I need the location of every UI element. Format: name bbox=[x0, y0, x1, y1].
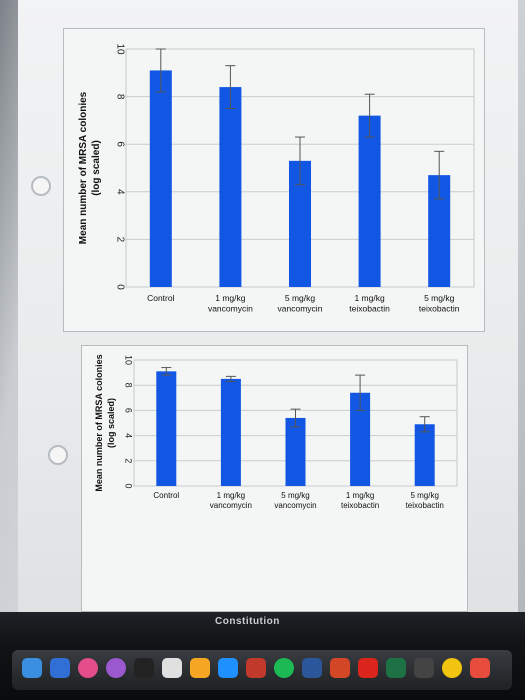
x-category-label: Control bbox=[153, 491, 179, 500]
bar bbox=[289, 160, 311, 287]
photos-icon[interactable] bbox=[442, 658, 462, 678]
y-axis-label: Mean number of MRSA colonies bbox=[78, 91, 89, 244]
x-category-label: 5 mg/kg bbox=[281, 491, 309, 500]
screen-bottom-text: Constitution bbox=[215, 616, 280, 627]
bar bbox=[428, 175, 451, 287]
y-axis-label: Mean number of MRSA colonies bbox=[94, 354, 104, 491]
bar bbox=[219, 87, 242, 287]
y-tick-label: 6 bbox=[124, 408, 134, 413]
x-category-label: teixobactin bbox=[349, 304, 390, 314]
chart-1: 0 2 4 6 8 10 Mean number of MRSA colonies (log … bbox=[78, 43, 475, 314]
x-category-label: vancomycin bbox=[278, 304, 323, 314]
acrobat-icon[interactable] bbox=[358, 658, 378, 678]
x-category-label: vancomycin bbox=[208, 304, 253, 314]
chart-2: 0 2 4 6 8 10 Mean number of MRSA colonies (log … bbox=[94, 354, 458, 510]
y-axis-label: (log scaled) bbox=[106, 398, 116, 448]
answer-radio-2[interactable] bbox=[48, 445, 68, 465]
photobooth-icon[interactable] bbox=[246, 658, 266, 678]
x-category-label: teixobactin bbox=[341, 501, 379, 510]
answer-radio-1[interactable] bbox=[31, 176, 51, 196]
podcasts-icon[interactable] bbox=[106, 658, 126, 678]
y-tick-label: 4 bbox=[124, 433, 134, 438]
itunes-icon[interactable] bbox=[78, 658, 98, 678]
x-category-label: teixobactin bbox=[406, 501, 444, 510]
x-category-label: 1 mg/kg bbox=[346, 491, 374, 500]
y-axis-label: (log scaled) bbox=[91, 140, 102, 196]
x-category-label: Control bbox=[147, 293, 175, 303]
powerpoint-icon[interactable] bbox=[330, 658, 350, 678]
bar bbox=[156, 371, 177, 486]
y-tick-label: 0 bbox=[124, 483, 134, 488]
keynote-icon[interactable] bbox=[50, 658, 70, 678]
bar bbox=[149, 70, 172, 287]
x-category-label: vancomycin bbox=[210, 501, 252, 510]
camera-icon[interactable] bbox=[414, 658, 434, 678]
x-category-label: 1 mg/kg bbox=[217, 491, 245, 500]
appstore-icon[interactable] bbox=[218, 658, 238, 678]
bar bbox=[285, 417, 306, 486]
chart-panel-1: 0 2 4 6 8 10 Mean number of MRSA colonies (log … bbox=[63, 28, 485, 332]
y-tick-label: 6 bbox=[114, 141, 125, 147]
x-category-label: 1 mg/kg bbox=[215, 293, 246, 303]
y-tick-label: 0 bbox=[114, 284, 125, 290]
x-category-label: teixobactin bbox=[419, 304, 460, 314]
chart-panel-2: 0 2 4 6 8 10 Mean number of MRSA colonies (log … bbox=[81, 345, 468, 612]
no-entry-icon[interactable] bbox=[162, 658, 182, 678]
books-icon[interactable] bbox=[190, 658, 210, 678]
y-tick-label: 8 bbox=[124, 383, 134, 388]
bar bbox=[414, 424, 435, 486]
spotify-icon[interactable] bbox=[274, 658, 294, 678]
bar bbox=[350, 392, 371, 486]
calendar-icon[interactable] bbox=[470, 658, 490, 678]
x-category-label: 5 mg/kg bbox=[410, 491, 438, 500]
y-tick-label: 10 bbox=[124, 355, 134, 365]
bar bbox=[358, 115, 381, 287]
x-category-label: 1 mg/kg bbox=[354, 293, 385, 303]
y-tick-label: 2 bbox=[114, 237, 125, 243]
x-category-label: vancomycin bbox=[274, 501, 316, 510]
appletv-icon[interactable] bbox=[134, 658, 154, 678]
word-icon[interactable] bbox=[302, 658, 322, 678]
y-tick-label: 8 bbox=[114, 94, 125, 100]
excel-icon[interactable] bbox=[386, 658, 406, 678]
x-category-label: 5 mg/kg bbox=[424, 293, 455, 303]
x-category-label: 5 mg/kg bbox=[285, 293, 316, 303]
y-tick-label: 2 bbox=[124, 458, 134, 463]
y-tick-label: 10 bbox=[114, 43, 125, 55]
y-tick-label: 4 bbox=[114, 189, 125, 195]
bar bbox=[220, 378, 241, 486]
finder-icon[interactable] bbox=[22, 658, 42, 678]
